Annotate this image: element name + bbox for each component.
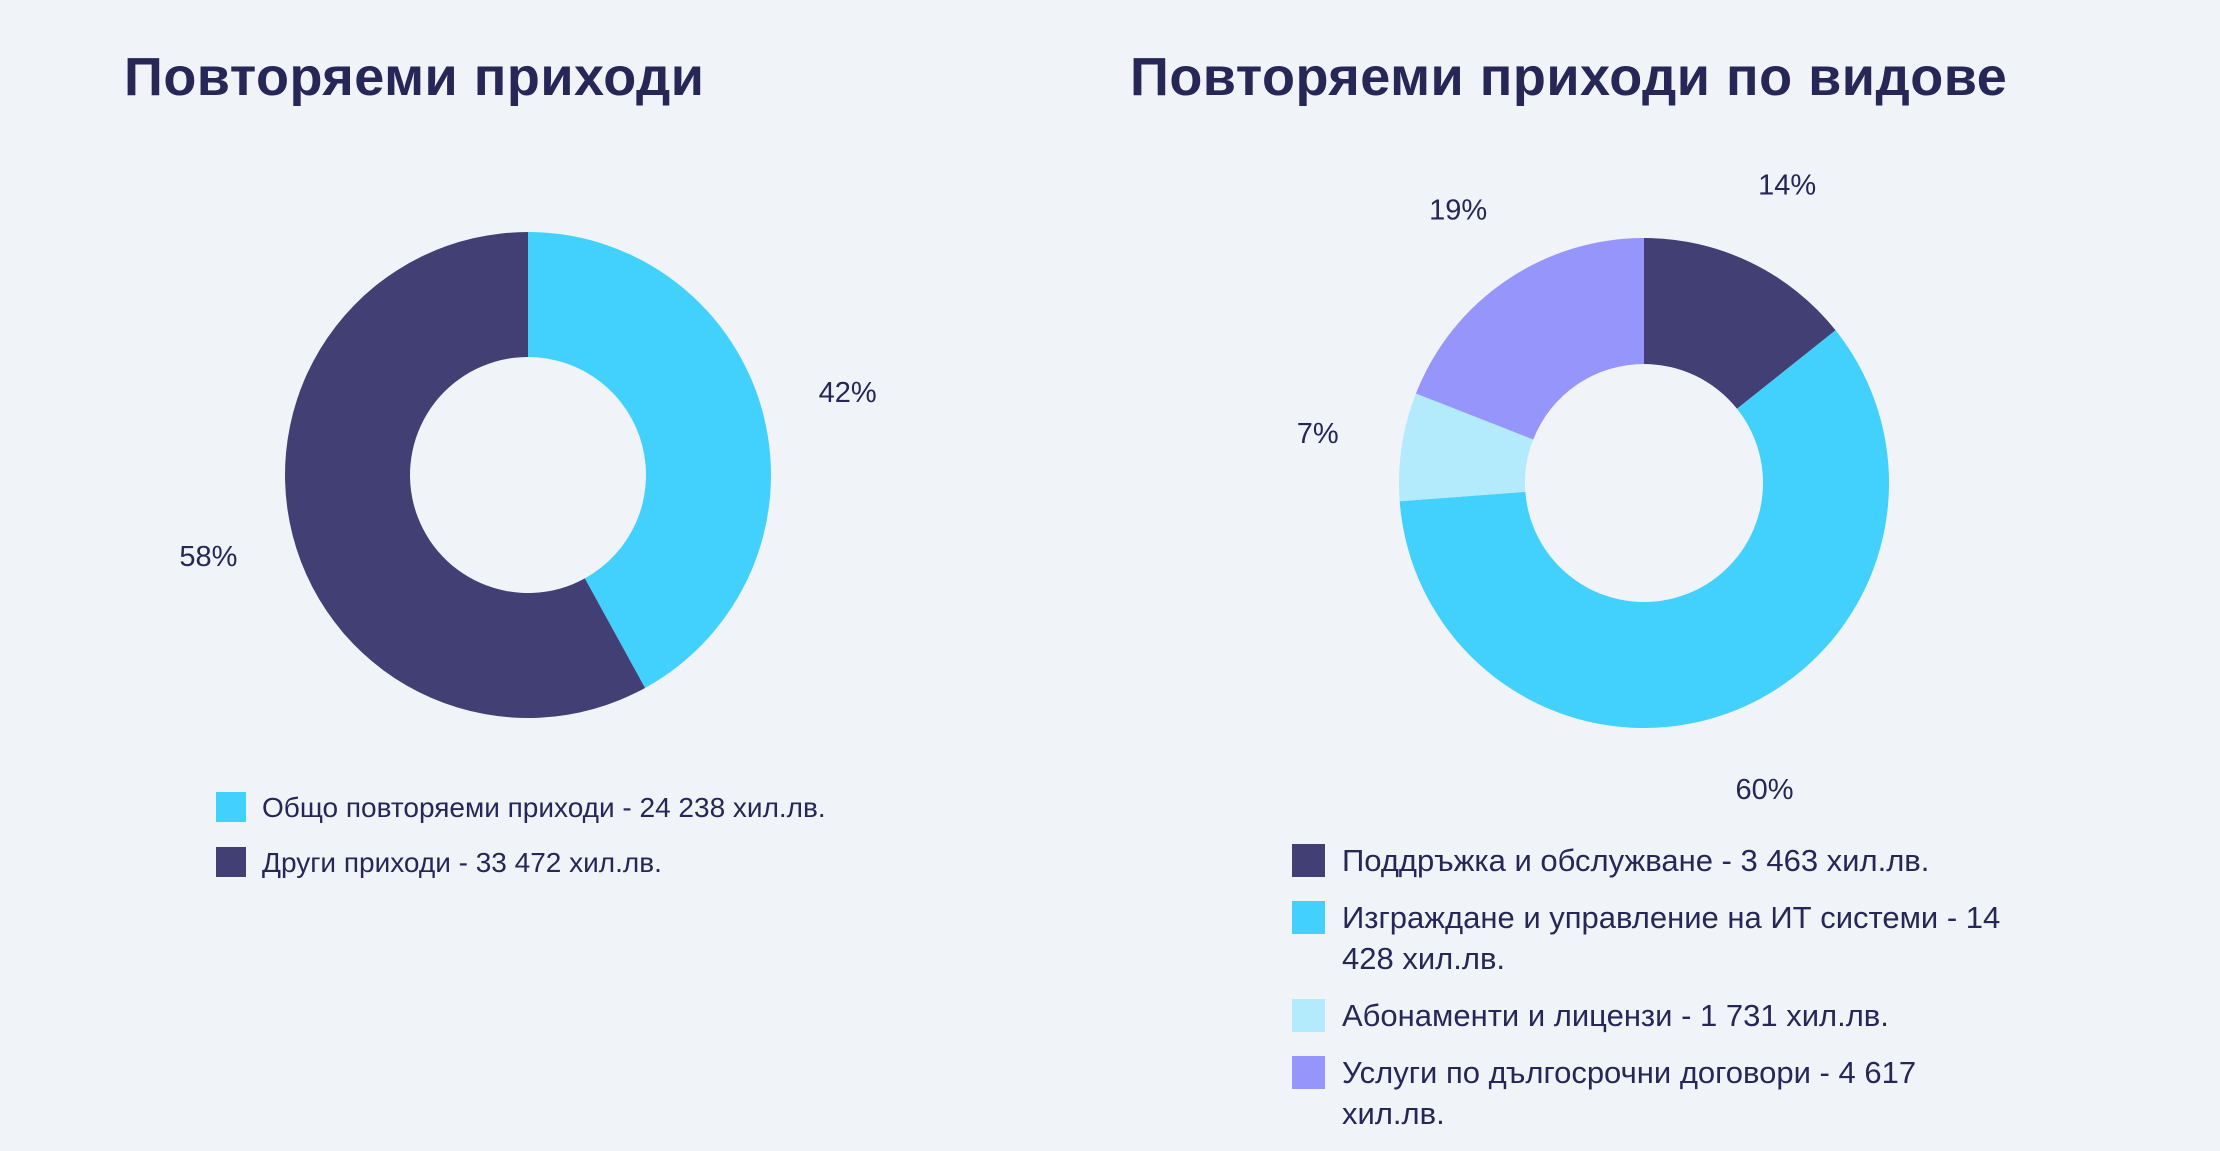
percent-label: 14%	[1758, 170, 1816, 202]
donut-slice	[528, 232, 772, 688]
donut-slice	[285, 232, 646, 718]
percent-label: 7%	[1297, 418, 1339, 450]
legend-label: Услуги по дългосрочни договори - 4 617 х…	[1342, 1054, 1917, 1131]
donut-slice	[1399, 330, 1889, 729]
chart-title: Повторяеми приходи по видове	[1130, 47, 2008, 107]
legend-item: Изграждане и управление на ИТ системи - …	[1292, 898, 2012, 980]
legend-label: Поддръжка и обслужване - 3 463 хил.лв.	[1342, 843, 1930, 878]
legend-swatch	[1292, 1055, 1325, 1089]
chart-title: Повторяеми приходи	[124, 47, 705, 107]
donut-slice	[1399, 393, 1534, 502]
donut-chart-recurring-revenue-by-type: 14% 60% 7% 19%	[1297, 170, 1889, 806]
legend-swatch	[1292, 900, 1325, 934]
donut-chart-recurring-revenue: 42% 58%	[179, 232, 877, 718]
legend-label: Общо повторяеми приходи - 24 238 хил.лв.	[262, 792, 826, 823]
chart-panel-right: Повторяеми приходи по видове 14% 60% 7% 19%…	[1100, 0, 2220, 1151]
legend-item: Услуги по дългосрочни договори - 4 617 х…	[1292, 1053, 2012, 1135]
percent-label: 60%	[1736, 774, 1794, 806]
legend-swatch	[216, 792, 246, 822]
legend-swatch	[216, 846, 246, 877]
percent-label: 58%	[179, 541, 237, 573]
legend-item: Общо повторяеми приходи - 24 238 хил.лв.	[216, 790, 826, 827]
chart-legend: Общо повторяеми приходи - 24 238 хил.лв.…	[216, 790, 826, 900]
chart-panel-left: Повторяеми приходи 42% 58% Общо повторяем…	[0, 0, 1100, 1151]
percent-label: 42%	[819, 377, 877, 409]
legend-label: Абонаменти и лицензи - 1 731 хил.лв.	[1342, 997, 1889, 1033]
donut-slice	[1644, 238, 1836, 409]
legend-item: Поддръжка и обслужване - 3 463 хил.лв.	[1292, 841, 2012, 882]
legend-item: Абонаменти и лицензи - 1 731 хил.лв.	[1292, 996, 2012, 1037]
legend-swatch	[1292, 844, 1325, 877]
legend-label: Изграждане и управление на ИТ системи - …	[1342, 899, 2001, 976]
legend-label: Други приходи - 33 472 хил.лв.	[262, 846, 662, 878]
legend-swatch	[1292, 998, 1325, 1032]
donut-slice	[1415, 237, 1644, 440]
percent-label: 19%	[1429, 194, 1487, 226]
chart-legend: Поддръжка и обслужване - 3 463 хил.лв. И…	[1292, 841, 2012, 1150]
legend-item: Други приходи - 33 472 хил.лв.	[216, 845, 826, 882]
